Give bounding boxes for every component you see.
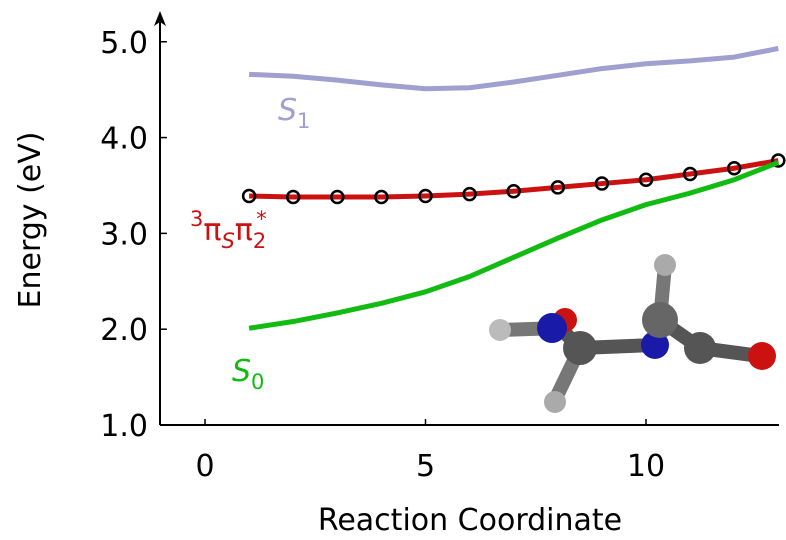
series-label-part: 3: [190, 207, 203, 231]
y-tick-label: 4.0: [100, 122, 148, 157]
series-label-part: 2: [253, 229, 266, 253]
series-label-part: π: [235, 213, 253, 248]
series-label: S0: [232, 354, 264, 394]
series-line: [249, 48, 778, 88]
x-tick-label: 5: [416, 449, 435, 484]
series-line: [249, 162, 778, 328]
y-tick-label: 2.0: [100, 313, 148, 348]
series-label-part: S: [278, 93, 297, 128]
y-tick-label: 5.0: [100, 26, 148, 61]
series-label: S1: [278, 93, 310, 133]
series-label-part: 0: [251, 370, 264, 394]
series-label-part: S: [232, 354, 251, 389]
x-tick-label: 10: [627, 449, 665, 484]
series-label-part: *: [256, 207, 267, 231]
y-tick-label: 1.0: [100, 409, 148, 444]
plot-area: [243, 48, 784, 328]
x-axis-label: Reaction Coordinate: [318, 503, 622, 538]
molecule: [489, 254, 776, 413]
series-label-part: S: [221, 229, 234, 253]
series-label-part: 1: [297, 109, 310, 133]
y-tick-label: 3.0: [100, 217, 148, 252]
x-tick-label: 0: [195, 449, 214, 484]
series-label: 3πSπ2*: [190, 207, 267, 253]
series-label-part: π: [203, 213, 221, 248]
chart: 05101.02.03.04.05.0 Reaction Coordinate …: [0, 0, 786, 540]
y-axis-label: Energy (eV): [13, 132, 48, 309]
